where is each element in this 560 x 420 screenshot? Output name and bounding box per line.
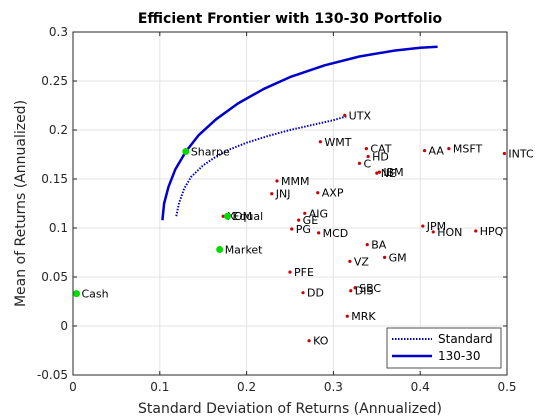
point-label-mrk: MRK [351, 310, 376, 323]
y-tick-label: 0.15 [41, 172, 68, 186]
legend-130-30-label: 130-30 [438, 349, 481, 363]
y-tick-label: 0.1 [49, 221, 68, 235]
point-marker-sharpe [182, 148, 190, 156]
y-tick-label: 0 [60, 319, 68, 333]
point-marker-hd [366, 154, 370, 159]
point-marker-jpm [421, 224, 425, 228]
point-label-dd: DD [307, 287, 324, 300]
portfolio-130-30-frontier-line [161, 45, 438, 221]
point-marker-ne [375, 171, 379, 175]
x-tick-label: 0.2 [237, 380, 256, 394]
point-marker-dd [301, 291, 305, 295]
point-label-xom: XOM [227, 210, 252, 223]
point-marker-utx [343, 113, 347, 117]
x-tick-label: 0.3 [324, 380, 343, 394]
point-marker-market [216, 246, 224, 254]
x-tick-label: 0.1 [150, 380, 169, 394]
series-layer [161, 45, 438, 221]
point-label-cash: Cash [81, 288, 108, 301]
point-label-mmm: MMM [281, 175, 309, 188]
point-marker-msft [447, 147, 451, 151]
plot-area-border [72, 31, 508, 376]
point-label-sharpe: Sharpe [191, 146, 230, 159]
point-label-hpq: HPQ [480, 225, 504, 238]
point-marker-intc [502, 151, 506, 156]
point-marker-ko [307, 339, 311, 343]
point-label-ne: NE [381, 167, 396, 180]
point-label-equal: Equal [233, 210, 264, 223]
point-label-jpm: JPM [426, 220, 446, 233]
point-label-hd: HD [372, 150, 389, 163]
y-tick-label: 0.3 [49, 25, 68, 39]
point-marker-gm [383, 255, 387, 259]
point-marker-aa [422, 148, 427, 153]
point-marker-sbc [353, 286, 357, 290]
point-marker-pg [290, 227, 294, 231]
point-label-utx: UTX [349, 109, 372, 122]
point-marker-c [357, 161, 362, 165]
point-marker-cat [364, 147, 368, 151]
x-tick-label: 0.4 [411, 380, 430, 394]
x-axis-ticks: 0 0.1 0.2 0.3 0.4 0.5 [69, 32, 517, 394]
point-label-aa: AA [429, 145, 445, 158]
point-label-ba: BA [371, 239, 387, 252]
point-marker-ge [297, 218, 301, 222]
point-label-market: Market [225, 244, 263, 257]
point-label-wmt: WMT [324, 136, 351, 149]
point-marker-mrk [345, 314, 349, 318]
point-marker-axp [316, 191, 320, 195]
point-marker-hpq [474, 229, 478, 233]
point-marker-ibm [377, 170, 382, 174]
point-label-pg: PG [296, 223, 311, 236]
point-label-vz: VZ [354, 255, 370, 268]
point-marker-aig [303, 211, 307, 215]
point-label-ge: GE [303, 214, 319, 227]
point-marker-mcd [317, 231, 321, 235]
y-tick-label: 0.05 [41, 270, 68, 284]
point-marker-xom [221, 214, 225, 218]
point-label-ko: KO [313, 335, 329, 348]
point-label-aig: AIG [309, 207, 328, 220]
point-marker-vz [348, 259, 352, 263]
x-axis-title: Standard Deviation of Returns (Annualize… [138, 401, 442, 417]
point-label-cat: CAT [370, 143, 391, 156]
point-label-jnj: JNJ [275, 188, 291, 201]
point-marker-dis [349, 289, 353, 293]
legend: Standard 130-30 [386, 327, 502, 369]
point-marker-jnj [270, 192, 274, 196]
point-label-intc: INTC [508, 148, 534, 161]
point-label-pfe: PFE [294, 266, 314, 279]
point-label-axp: AXP [322, 187, 344, 200]
point-label-hon: HON [437, 226, 462, 239]
x-tick-label: 0 [69, 380, 77, 394]
legend-box [386, 327, 502, 369]
point-marker-cash [72, 290, 80, 298]
y-tick-label: 0.2 [49, 123, 68, 137]
point-label-ibm: IBM [383, 166, 403, 179]
chart-title: Efficient Frontier with 130-30 Portfolio [138, 11, 443, 27]
point-label-msft: MSFT [453, 143, 483, 156]
y-axis-title: Mean of Returns (Annualized) [13, 100, 29, 307]
point-marker-wmt [318, 140, 322, 144]
point-marker-ba [365, 243, 369, 247]
point-label-gm: GM [389, 251, 407, 264]
y-tick-label: 0.25 [41, 74, 68, 88]
point-label-mcd: MCD [323, 227, 349, 240]
point-marker-equal [224, 212, 232, 220]
point-marker-hon [431, 230, 435, 234]
point-label-c: C [363, 157, 371, 170]
point-label-sbc: SBC [359, 282, 381, 295]
y-tick-label: -0.05 [37, 368, 68, 382]
legend-standard-label: Standard [438, 332, 493, 346]
point-label-dis: DIS [355, 285, 374, 298]
point-marker-pfe [288, 270, 292, 274]
x-tick-label: 0.5 [497, 380, 516, 394]
y-axis-ticks: -0.05 0 0.05 0.1 0.15 0.2 0.25 0.3 [37, 25, 507, 382]
point-marker-mmm [275, 179, 279, 183]
